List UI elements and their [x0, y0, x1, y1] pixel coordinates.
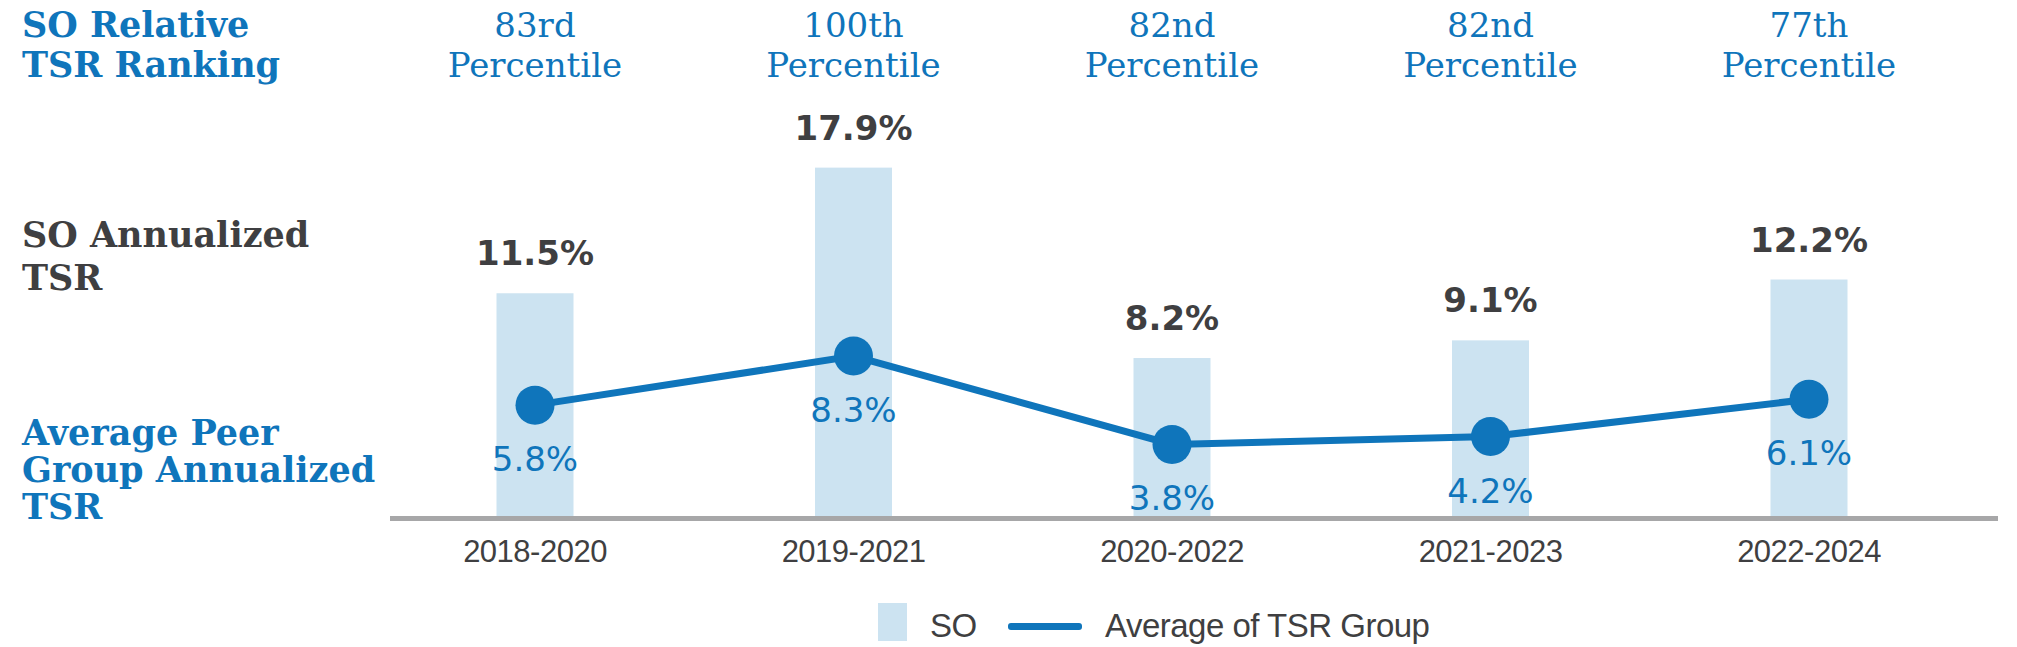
percentile-ranking-label: 82ndPercentile: [1331, 5, 1651, 85]
percentile-rank-line: 100th: [694, 5, 1014, 45]
so-bar-value-label: 9.1%: [1331, 278, 1651, 322]
peer-average-value-label: 3.8%: [1012, 476, 1332, 520]
percentile-word-line: Percentile: [1331, 45, 1651, 85]
x-axis-category-label: 2019-2021: [694, 534, 1014, 570]
so-bar-value-label: 11.5%: [375, 231, 695, 275]
percentile-word-line: Percentile: [375, 45, 695, 85]
percentile-rank-line: 83rd: [375, 5, 695, 45]
percentile-rank-line: 82nd: [1012, 5, 1332, 45]
row-label-line: Average Peer: [22, 414, 375, 451]
percentile-ranking-label: 100thPercentile: [694, 5, 1014, 85]
peer-average-value-label: 8.3%: [694, 388, 1014, 432]
peer-average-value-label: 6.1%: [1649, 431, 1969, 475]
x-axis-category-label: 2020-2022: [1012, 534, 1332, 570]
x-axis-category-label: 2018-2020: [375, 534, 695, 570]
row-label-line: SO Annualized: [22, 213, 309, 256]
percentile-rank-line: 82nd: [1331, 5, 1651, 45]
percentile-ranking-label: 77thPercentile: [1649, 5, 1969, 85]
row-label-line: TSR: [22, 256, 309, 299]
percentile-rank-line: 77th: [1649, 5, 1969, 45]
row-label-so-annualized-tsr: SO Annualized TSR: [22, 213, 309, 299]
row-label-line: TSR Ranking: [22, 45, 280, 85]
percentile-ranking-label: 83rdPercentile: [375, 5, 695, 85]
peer-average-value-label: 5.8%: [375, 437, 695, 481]
legend-line-swatch: [1008, 623, 1082, 630]
x-axis-category-label: 2022-2024: [1649, 534, 1969, 570]
row-label-peer-group-annualized-tsr: Average Peer Group Annualized TSR: [22, 414, 375, 525]
percentile-ranking-label: 82ndPercentile: [1012, 5, 1332, 85]
x-axis-category-label: 2021-2023: [1331, 534, 1651, 570]
so-bar-value-label: 8.2%: [1012, 296, 1332, 340]
so-bar-value-label: 17.9%: [694, 106, 1014, 150]
percentile-word-line: Percentile: [694, 45, 1014, 85]
peer-average-value-label: 4.2%: [1331, 469, 1651, 513]
legend-avg-tsr-group-label: Average of TSR Group: [1105, 607, 1429, 645]
percentile-word-line: Percentile: [1012, 45, 1332, 85]
legend-bar-swatch: [878, 603, 907, 641]
row-label-line: Group Annualized: [22, 451, 375, 488]
percentile-word-line: Percentile: [1649, 45, 1969, 85]
tsr-performance-chart: 83rdPercentile11.5%5.8%2018-2020100thPer…: [0, 0, 2017, 647]
so-bar-value-label: 12.2%: [1649, 218, 1969, 262]
row-label-line: TSR: [22, 488, 375, 525]
legend-so-label: SO: [930, 607, 977, 645]
chart-labels-layer: 83rdPercentile11.5%5.8%2018-2020100thPer…: [0, 0, 2017, 647]
row-label-line: SO Relative: [22, 5, 280, 45]
row-label-relative-tsr-ranking: SO Relative TSR Ranking: [22, 5, 280, 85]
